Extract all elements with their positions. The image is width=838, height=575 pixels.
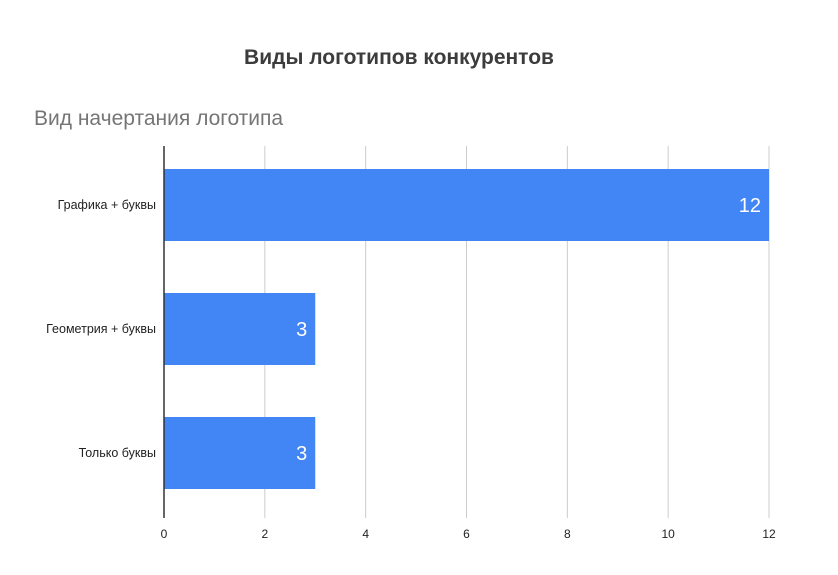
bar [164, 169, 769, 241]
data-label: 3 [296, 319, 307, 341]
x-tick-label: 6 [463, 527, 470, 541]
data-label: 3 [296, 443, 307, 465]
axis-title: Вид начертания логотипа [34, 107, 283, 130]
x-tick-label: 4 [362, 527, 369, 541]
x-tick-label: 12 [762, 527, 776, 541]
category-label: Только буквы [79, 446, 156, 460]
category-label: Геометрия + буквы [46, 322, 156, 336]
bar [164, 417, 316, 489]
category-label: Графика + буквы [58, 198, 156, 212]
x-tick-label: 10 [661, 527, 675, 541]
x-tick-label: 0 [161, 527, 168, 541]
x-tick-label: 2 [261, 527, 268, 541]
x-tick-label: 8 [564, 527, 571, 541]
chart-title: Виды логотипов конкурентов [244, 46, 554, 69]
data-label: 12 [739, 195, 761, 217]
bar [164, 293, 316, 365]
